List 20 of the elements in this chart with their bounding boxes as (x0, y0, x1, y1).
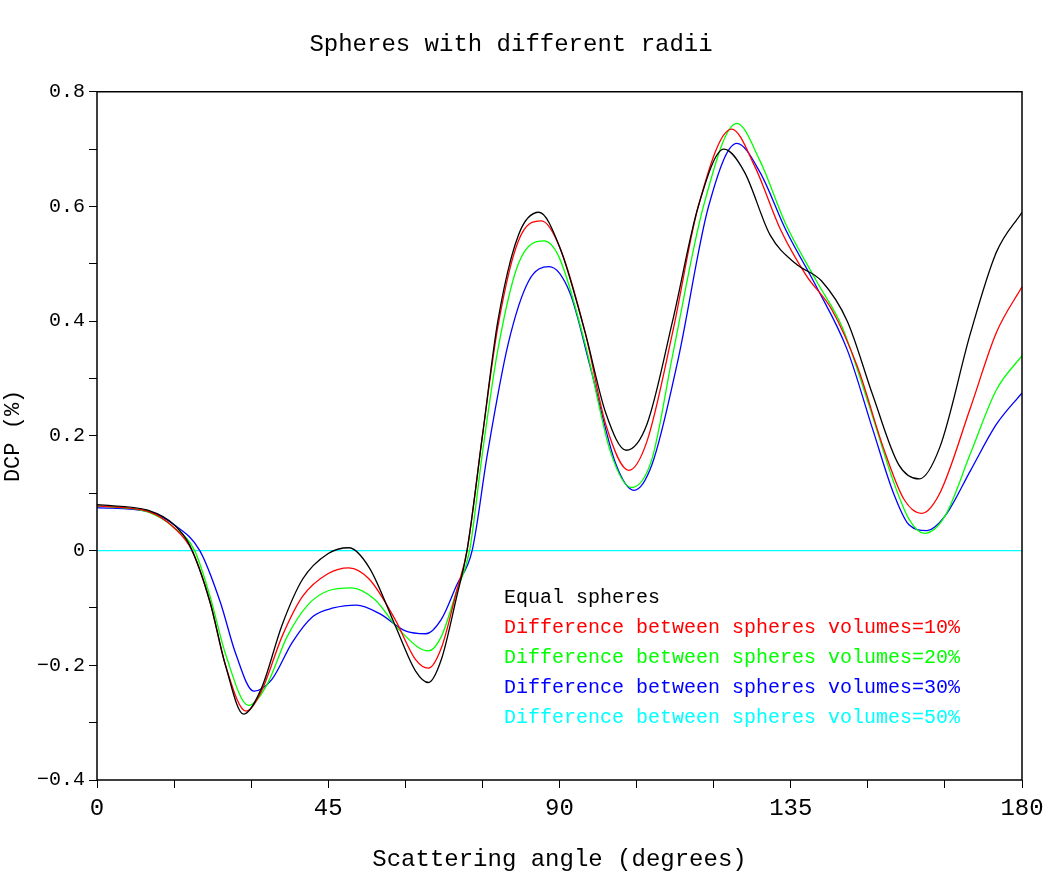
y-tick-label: 0.4 (48, 309, 85, 333)
text: Equal spheres (503, 586, 660, 610)
y-tick-label: 0.2 (48, 424, 85, 448)
y-tick-label: 0 (72, 538, 85, 562)
text: Difference between spheres volumes=20% (503, 646, 961, 670)
x-tick-label: 0 (89, 794, 105, 822)
y-tick-label: −0.2 (36, 653, 85, 677)
x-axis-title: Scattering angle (degrees) (372, 845, 747, 873)
y-axis-title: DCP (%) (1, 389, 27, 483)
text: Difference between spheres volumes=50% (503, 706, 961, 730)
x-tick-label: 180 (1000, 794, 1044, 822)
y-tick-label: 0.6 (48, 194, 85, 218)
x-tick-label: 135 (769, 794, 813, 822)
text: Difference between spheres volumes=10% (503, 616, 961, 640)
x-tick-label: 45 (313, 794, 343, 822)
x-tick-label: 90 (545, 794, 574, 822)
chart-title: Spheres with different radii (309, 30, 713, 58)
y-tick-label: −0.4 (36, 768, 85, 792)
y-tick-label: 0.8 (48, 80, 85, 104)
text: Difference between spheres volumes=30% (503, 676, 961, 700)
